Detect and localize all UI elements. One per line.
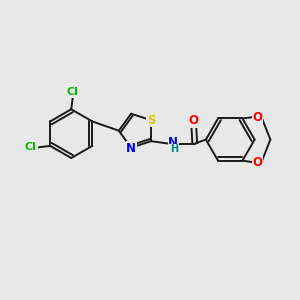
Text: Cl: Cl — [25, 142, 37, 152]
Text: O: O — [252, 156, 262, 169]
Text: H: H — [170, 145, 178, 154]
Text: S: S — [147, 114, 155, 127]
Text: O: O — [252, 110, 262, 124]
Text: Cl: Cl — [67, 87, 79, 97]
Text: N: N — [168, 136, 178, 149]
Text: N: N — [126, 142, 136, 155]
Text: O: O — [189, 115, 199, 128]
